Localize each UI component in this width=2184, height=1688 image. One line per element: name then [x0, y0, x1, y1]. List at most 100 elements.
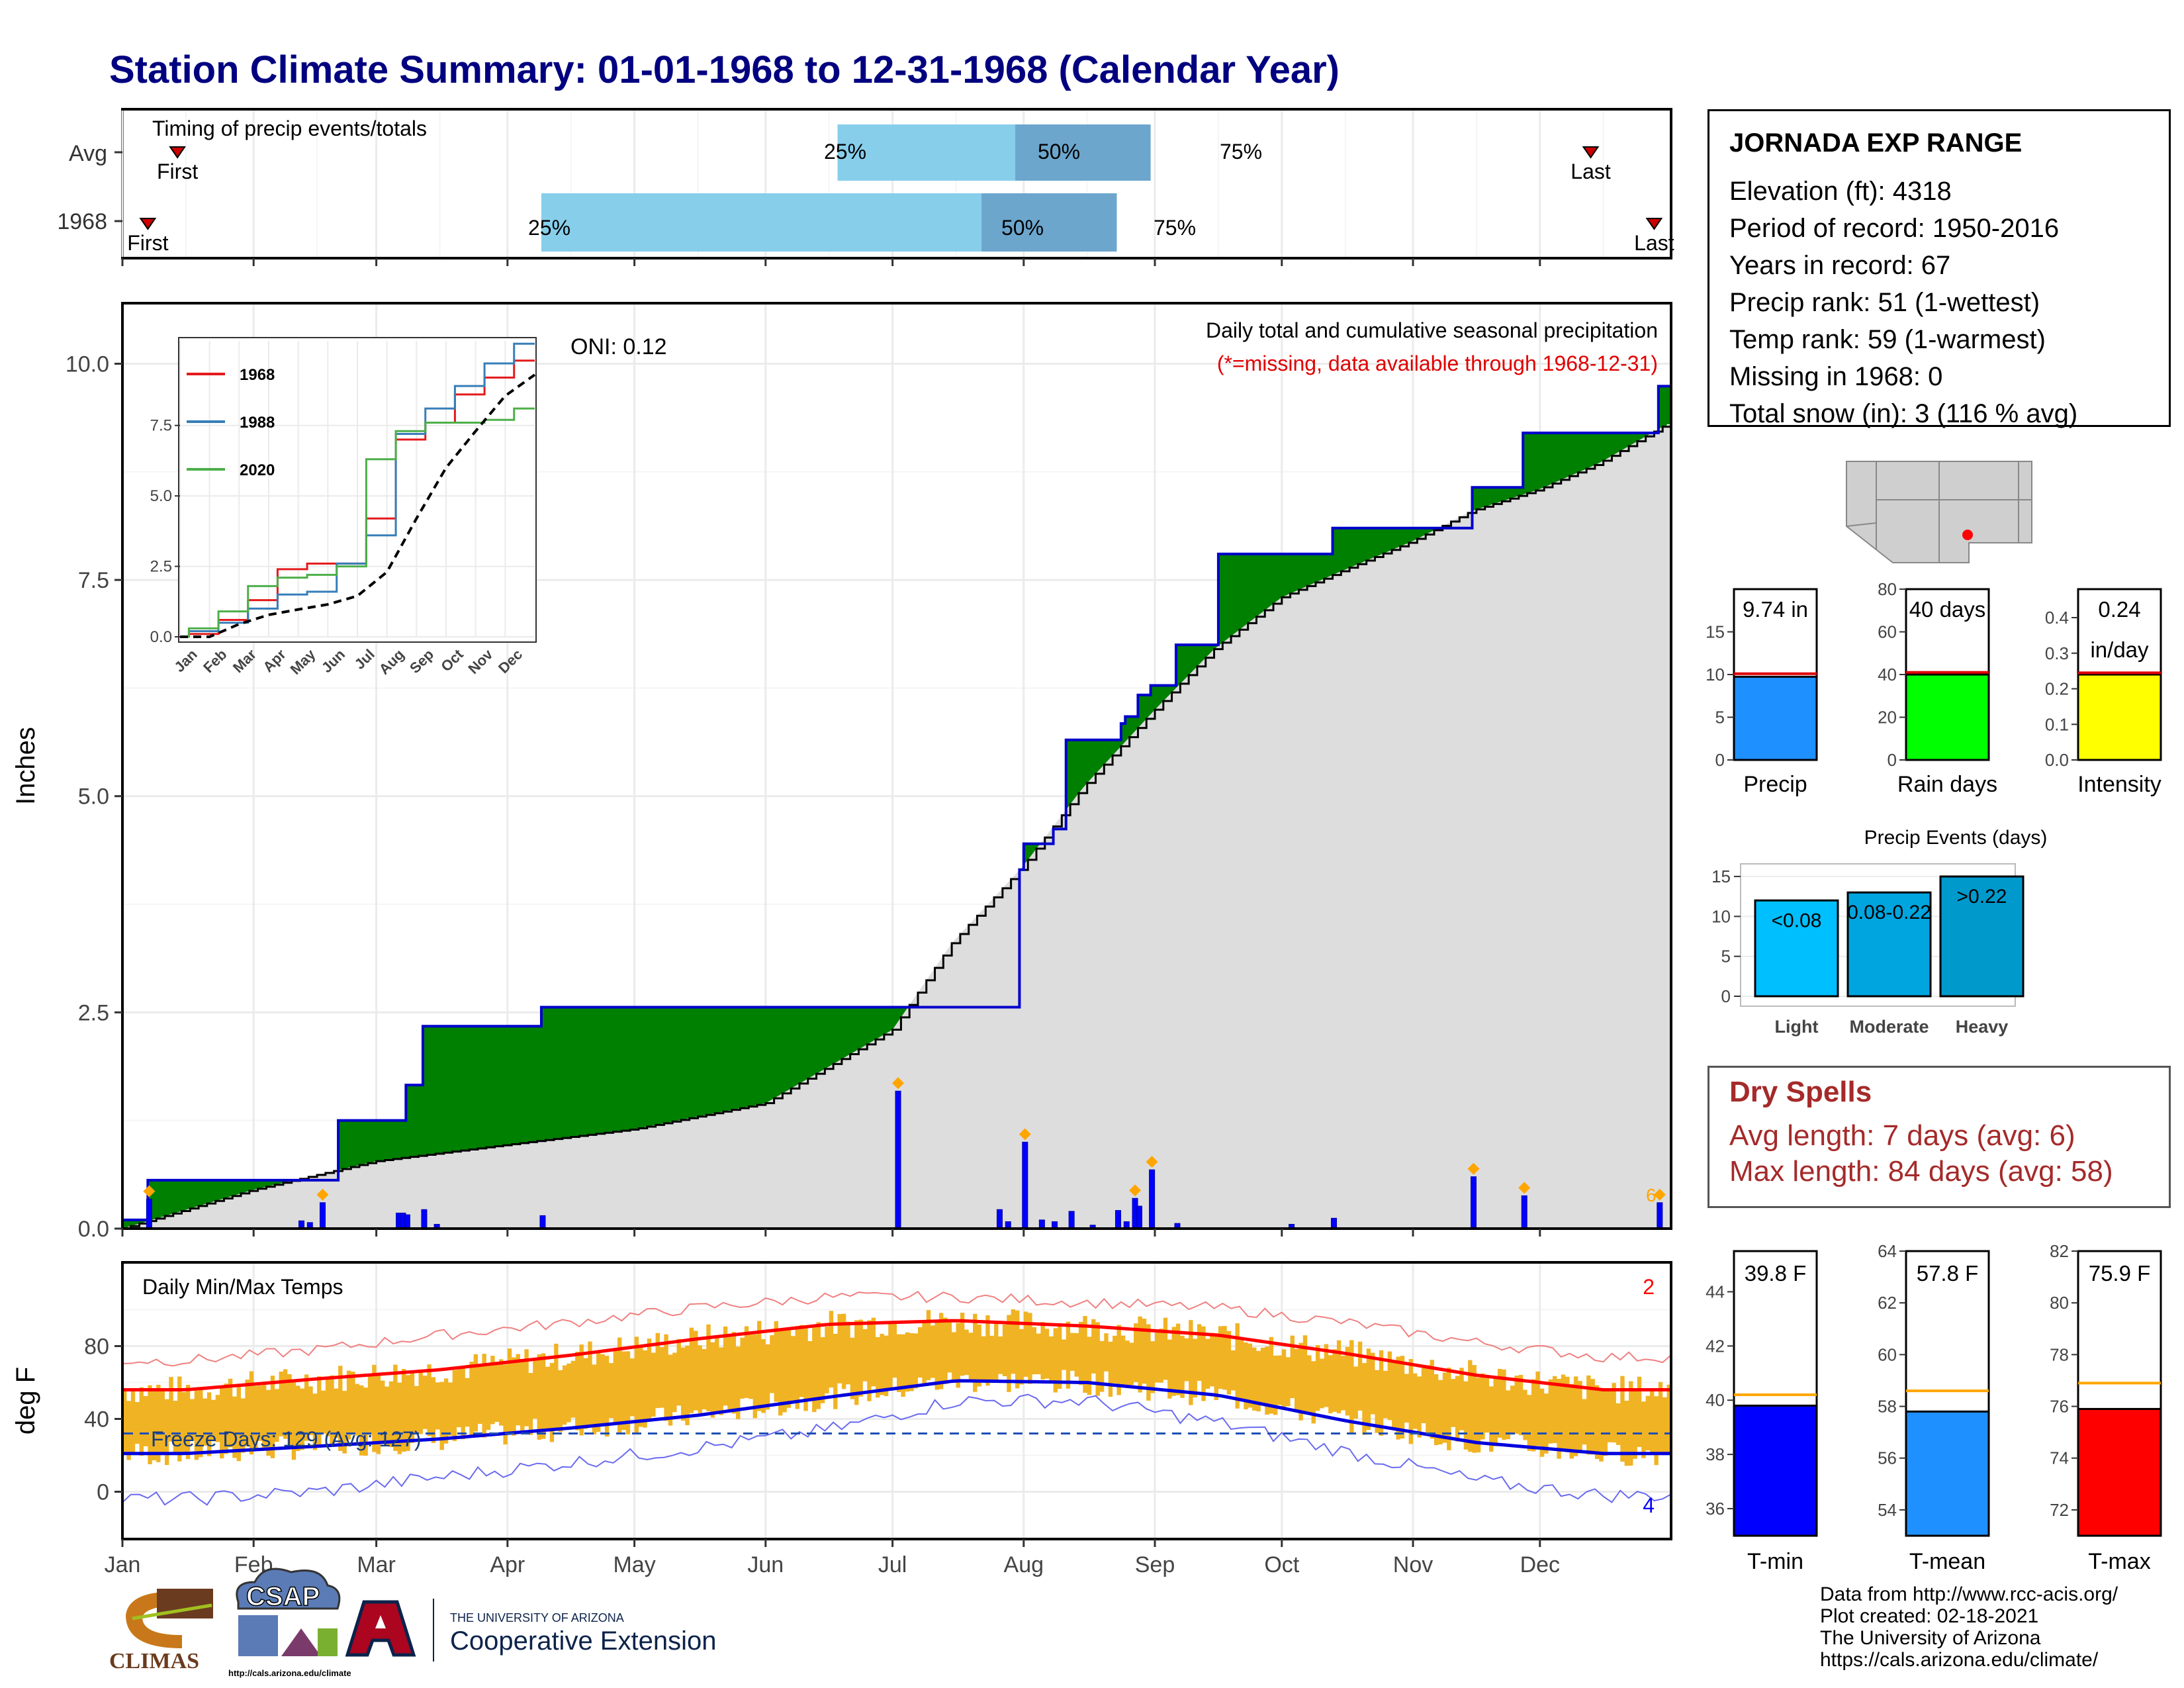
- cumulative-1968-line: [121, 385, 1671, 1229]
- heavy-event-marker: [1019, 1128, 1031, 1141]
- precip-event-bar-label: 0.08-0.22: [1847, 902, 1931, 923]
- daily-precip-bar: [1022, 1141, 1028, 1229]
- temp-ytick-label: 82: [2050, 1241, 2069, 1261]
- month-label: Apr: [490, 1552, 525, 1577]
- precip-corner-label: 6: [1646, 1185, 1657, 1205]
- csap-logo-text: CSAP: [246, 1582, 320, 1611]
- precip-event-bar-label: >0.22: [1957, 886, 2007, 908]
- month-label: Nov: [1393, 1552, 1433, 1577]
- summary-ytick-label: 60: [1878, 622, 1897, 642]
- footer-notes: Data from http://www.rcc-acis.org/ Plot …: [1820, 1583, 2118, 1671]
- timing-pct-label: 75%: [1154, 216, 1196, 240]
- precip-ytick-label: 5.0: [78, 784, 109, 810]
- events-title: Precip Events (days): [1864, 827, 2048, 849]
- dry-spells-max: Max length: 84 days (avg: 58): [1729, 1155, 2113, 1188]
- station-snow: Total snow (in): 3 (116 % avg): [1729, 399, 2078, 428]
- inset-ytick-label: 5.0: [150, 487, 172, 505]
- precip-event-category: Heavy: [1956, 1017, 2009, 1037]
- summary-bar: [2077, 673, 2162, 761]
- first-label: First: [127, 231, 168, 255]
- temp-ylabel: deg F: [11, 1367, 40, 1434]
- daily-precip-bar: [1657, 1202, 1663, 1229]
- summary-bar-label: Intensity: [2077, 772, 2161, 797]
- timing-bar-q25-q50: [541, 193, 981, 252]
- csap-url: http://cals.arizona.edu/climate: [228, 1668, 351, 1678]
- summary-ytick-label: 80: [1878, 579, 1897, 599]
- summary-ytick-label: 5: [1715, 708, 1725, 727]
- temp-ytick-label: 56: [1878, 1448, 1897, 1468]
- heavy-event-marker: [143, 1185, 156, 1197]
- inset-series-line: [180, 373, 536, 638]
- daily-precip-bar: [1068, 1211, 1075, 1229]
- ua-big-text: Cooperative Extension: [450, 1626, 716, 1656]
- summary-ytick-label: 10: [1706, 665, 1725, 684]
- daily-precip-bar: [895, 1090, 901, 1229]
- events-ytick-label: 15: [1711, 867, 1731, 886]
- precip-event-bar: [1939, 875, 2025, 998]
- heavy-event-marker: [1518, 1182, 1531, 1194]
- timing-pct-label: 50%: [1038, 140, 1080, 164]
- daily-precip-bar: [1149, 1169, 1156, 1229]
- inset-legend-label: 1988: [240, 414, 275, 432]
- precip-ytick-label: 2.5: [78, 1000, 109, 1025]
- avg-min-line: [122, 1379, 1671, 1456]
- temp-ytick-label: 76: [2050, 1397, 2069, 1417]
- summary-value-label: in/day: [2090, 637, 2149, 662]
- summary-bar-label: Precip: [1743, 772, 1807, 797]
- station-precip-rank: Precip rank: 51 (1-wettest): [1729, 288, 2040, 317]
- record-min-line: [122, 1393, 1672, 1506]
- summary-value-label: 9.74 in: [1743, 597, 1808, 622]
- hot-count: 2: [1643, 1275, 1655, 1299]
- station-info-box: JORNADA EXP RANGE Elevation (ft): 4318 P…: [1707, 109, 2171, 428]
- summary-ytick-label: 0.1: [2045, 714, 2069, 734]
- summary-bar-label: Rain days: [1897, 772, 1997, 797]
- temp-value-label: 75.9 F: [2089, 1261, 2151, 1286]
- summary-bars: 9.74 in 0 5 10 15 Precip 40 days 0 20 40 60 80 Rain …: [1706, 579, 2162, 797]
- footer-url: https://cals.arizona.edu/climate/: [1820, 1649, 2099, 1671]
- csap-logo: CSAP http://cals.arizona.edu/climate: [228, 1568, 351, 1678]
- daily-precip-bar: [1471, 1176, 1477, 1229]
- daily-precip-bar: [1136, 1205, 1142, 1229]
- temp-ytick-label: 40: [1706, 1390, 1725, 1410]
- ua-logo: THE UNIVERSITY OF ARIZONA Cooperative Ex…: [345, 1599, 716, 1662]
- timing-pct-label: 50%: [1001, 216, 1044, 240]
- daily-precip-bar: [539, 1215, 546, 1229]
- summary-ytick-label: 15: [1706, 622, 1725, 642]
- month-label: Jan: [105, 1552, 141, 1577]
- timing-row-year: 1968: [57, 209, 107, 234]
- summary-value-label: 0.24: [2098, 597, 2140, 622]
- summary-bar: [1905, 673, 1990, 761]
- events-ytick-label: 5: [1721, 947, 1731, 966]
- timing-panel: Timing of precip events/totals Avg 1968 …: [57, 108, 1674, 266]
- station-location-marker: [1962, 530, 1973, 540]
- last-label: Last: [1634, 231, 1674, 255]
- daily-precip-bar: [1521, 1195, 1527, 1229]
- footer-created: Plot created: 02-18-2021: [1820, 1605, 2039, 1627]
- first-marker-icon: [169, 146, 187, 159]
- temp-value-label: 39.8 F: [1745, 1261, 1807, 1286]
- temp-bar-label: T-mean: [1909, 1549, 1985, 1574]
- dry-spells-box: Dry Spells Avg length: 7 days (avg: 6) M…: [1707, 1066, 2171, 1208]
- temp-ytick-label: 54: [1878, 1500, 1897, 1520]
- station-missing: Missing in 1968: 0: [1729, 362, 1943, 391]
- last-marker-icon: [1645, 218, 1663, 230]
- oni-value: ONI: 0.12: [570, 334, 667, 359]
- month-axis: Jan Feb Mar Apr May Jun Jul Aug Sep Oct Nov Dec: [105, 1539, 1560, 1577]
- precip-event-bar: [1754, 899, 1839, 998]
- record-max-line: [122, 1290, 1672, 1367]
- station-period: Period of record: 1950-2016: [1729, 214, 2060, 243]
- dry-spells-title: Dry Spells: [1729, 1076, 1872, 1108]
- temp-bars: 39.8 F 36 38 40 42 44 T-min 57.8 F 54 56 58 60 62 64 T…: [1706, 1241, 2162, 1574]
- freeze-days: Freeze Days: 129 (Avg: 127): [151, 1427, 422, 1451]
- heavy-event-marker: [1653, 1188, 1666, 1201]
- summary-value-label: 40 days: [1909, 597, 1986, 622]
- daily-precip-bar: [319, 1202, 326, 1229]
- average-cumulative-area: [122, 424, 1671, 1229]
- page-title: Station Climate Summary: 01-01-1968 to 1…: [109, 48, 1340, 91]
- timing-pct-label: 25%: [824, 140, 866, 164]
- last-marker-icon: [1582, 146, 1600, 159]
- precip-events-chart: Precip Events (days) 0 5 10 15 <0.08 Light 0.0…: [1711, 827, 2047, 1037]
- temp-ytick-label: 80: [2050, 1293, 2069, 1313]
